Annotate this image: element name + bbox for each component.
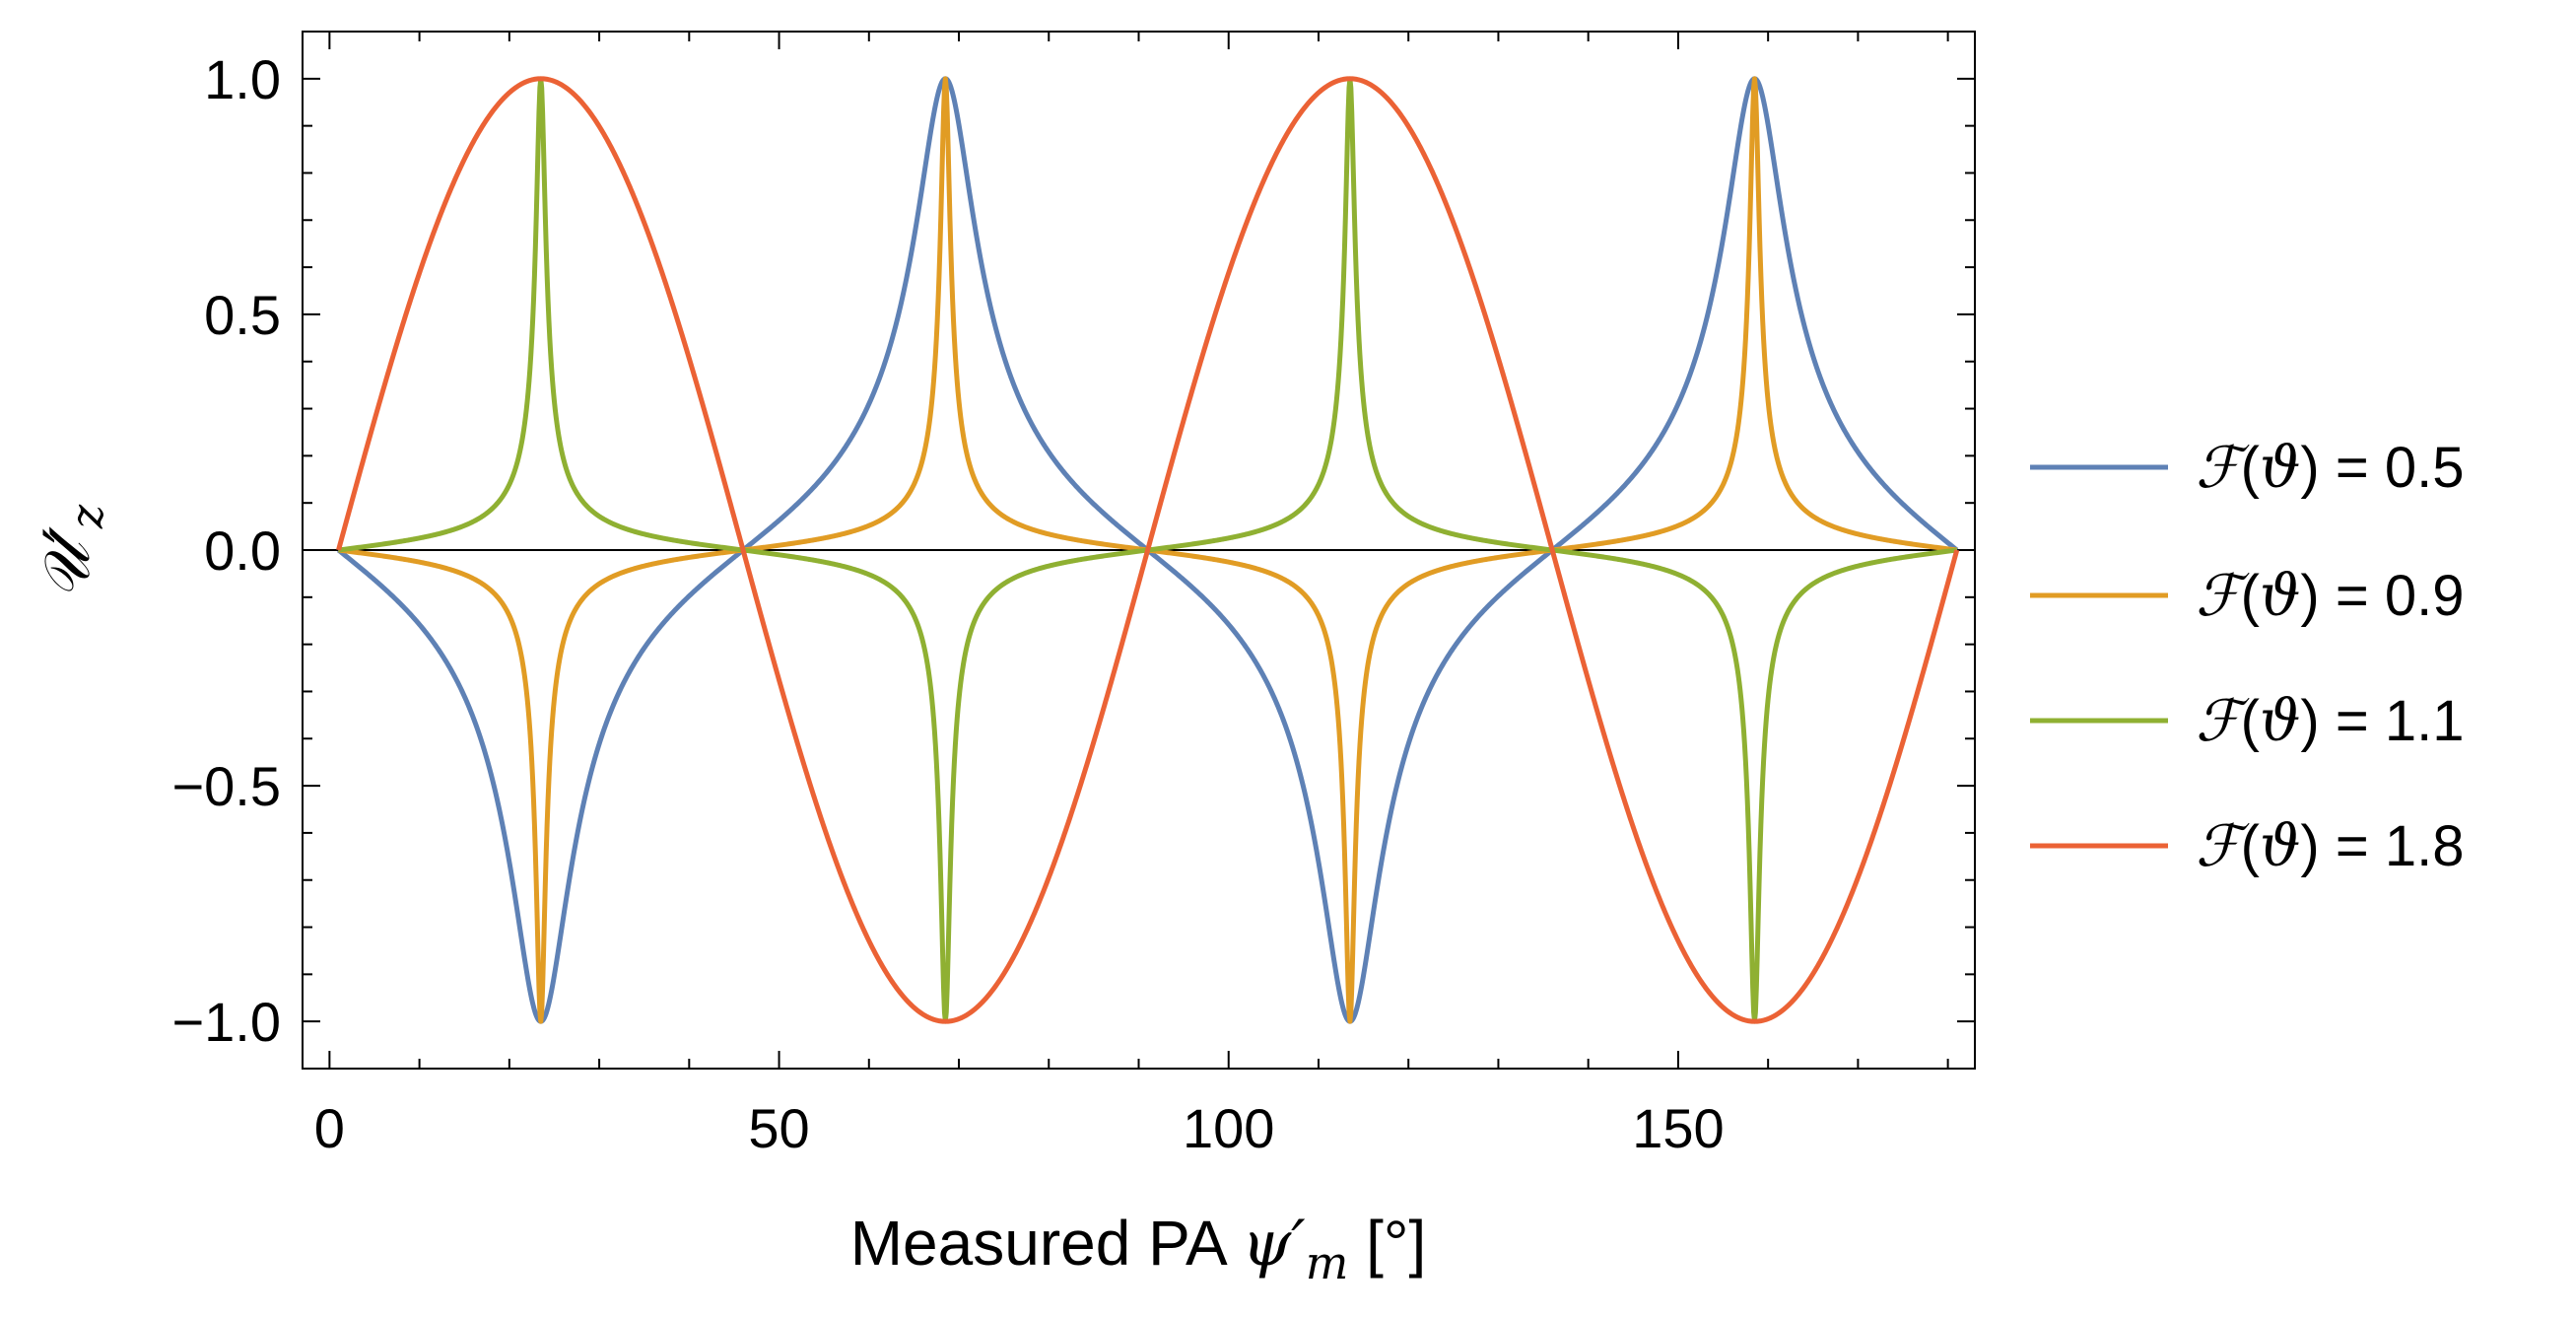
legend-label: ℱ(ϑ) = 1.8 <box>2196 812 2464 879</box>
legend-label: ℱ(ϑ) = 1.1 <box>2196 687 2464 754</box>
y-tick-label: 0.0 <box>204 520 281 582</box>
legend-label: ℱ(ϑ) = 0.5 <box>2196 434 2464 501</box>
y-tick-label: 1.0 <box>204 48 281 110</box>
legend-item: ℱ(ϑ) = 1.8 <box>2030 812 2464 879</box>
y-tick-label: 0.5 <box>204 284 281 346</box>
x-tick-label: 100 <box>1183 1097 1274 1159</box>
legend-item: ℱ(ϑ) = 0.9 <box>2030 562 2464 629</box>
legend-item: ℱ(ϑ) = 1.1 <box>2030 687 2464 754</box>
y-tick-label: −0.5 <box>171 755 281 817</box>
legend-item: ℱ(ϑ) = 0.5 <box>2030 434 2464 501</box>
x-tick-label: 150 <box>1632 1097 1724 1159</box>
y-axis-title: 𝒰′z <box>32 504 113 599</box>
x-tick-label: 0 <box>314 1097 345 1159</box>
series-line <box>336 76 1960 1024</box>
y-tick-label: −1.0 <box>171 991 281 1053</box>
legend-label: ℱ(ϑ) = 0.9 <box>2196 562 2464 629</box>
legend: ℱ(ϑ) = 0.5 ℱ(ϑ) = 0.9 ℱ(ϑ) = 1.1 ℱ(ϑ) = … <box>2030 434 2464 879</box>
tick-labels: 0 50 100 150 −1.0 −0.5 0.0 0.5 1.0 <box>171 48 1724 1159</box>
x-tick-label: 50 <box>748 1097 809 1159</box>
series-curves <box>336 76 1960 1024</box>
x-axis-title: Measured PA ψ′m [°] <box>850 1208 1427 1289</box>
axis-ticks <box>303 31 1975 1070</box>
